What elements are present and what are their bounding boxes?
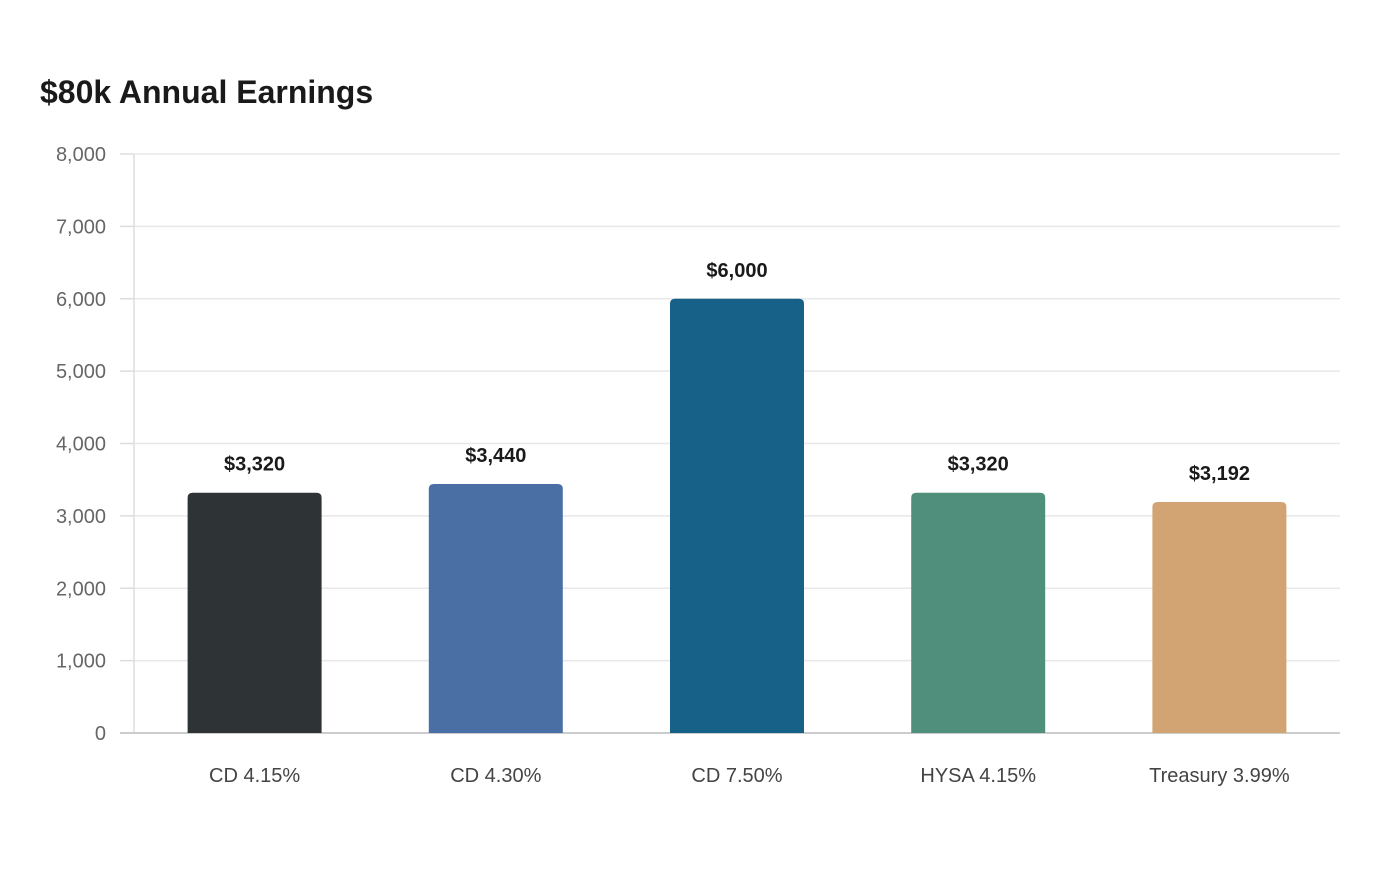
bar [428,484,563,733]
y-tick-label: 2,000 [56,578,106,600]
x-category-label: CD 4.15% [209,765,300,787]
y-tick-label: 3,000 [56,506,106,528]
y-tick-label: 7,000 [56,216,106,238]
y-axis-tick-labels: 0 1,000 2,000 3,000 4,000 5,000 6,000 7,000 8,00… [56,144,106,745]
y-tick-label: 8,000 [56,144,106,166]
y-tick-label: 6,000 [56,289,106,311]
bar-data-label: $3,320 [948,454,1009,476]
y-tick-label: 5,000 [56,361,106,383]
y-tick-label: 0 [95,723,106,745]
y-tick-label: 4,000 [56,434,106,456]
y-tick-label: 1,000 [56,651,106,673]
chart-title: $80k Annual Earnings [40,74,374,110]
bar [187,492,322,733]
bar [911,492,1046,733]
bar [1152,501,1287,733]
bar-data-label: $3,320 [224,454,285,476]
bar [670,298,804,733]
bar-data-label: $6,000 [706,260,767,282]
data-labels: $3,320 $3,440 $6,000 $3,320 $3,192 [224,260,1250,485]
x-axis-category-labels: CD 4.15% CD 4.30% CD 7.50% HYSA 4.15% Treasu… [209,765,1290,787]
x-category-label: HYSA 4.15% [920,765,1036,787]
bars [187,298,1287,733]
bar-data-label: $3,192 [1189,463,1250,485]
bar-data-label: $3,440 [465,445,526,467]
x-category-label: CD 4.30% [450,765,541,787]
x-category-label: Treasury 3.99% [1149,765,1290,787]
x-category-label: CD 7.50% [691,765,782,787]
